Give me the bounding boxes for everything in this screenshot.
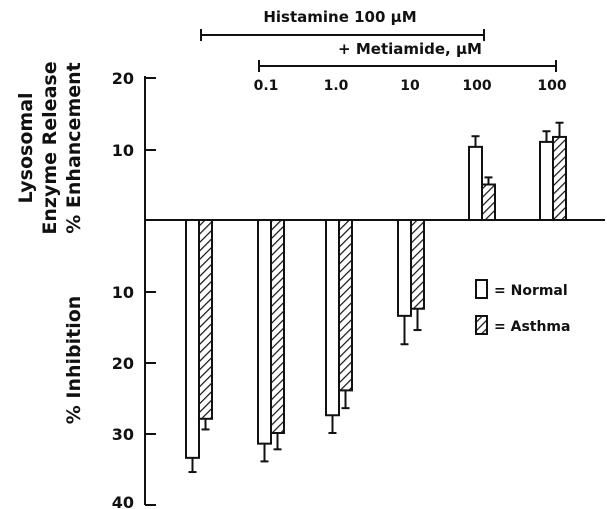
bar-asthma	[552, 135, 567, 221]
y-tick-label: 20	[112, 69, 134, 88]
concentration-label: 100	[462, 78, 491, 94]
y-title-top-line1: Lysosomal	[15, 92, 37, 203]
metiamide-label: + Metiamide, μM	[338, 40, 482, 58]
histamine-label: Histamine 100 μM	[263, 8, 416, 26]
concentration-label: 100	[537, 78, 566, 94]
legend-swatch-asthma	[475, 315, 488, 335]
metiamide-concentration-labels: 0.1 1.0 10 100 100	[254, 78, 567, 94]
bar-normal	[397, 219, 412, 317]
y-tick-label: 10	[112, 141, 134, 160]
error-bar-normal	[400, 315, 409, 346]
bar-asthma	[338, 219, 353, 392]
bars	[185, 121, 567, 474]
bar-normal	[325, 219, 340, 417]
bar-normal	[539, 140, 554, 221]
error-bar-asthma	[413, 308, 422, 332]
error-bar-normal	[188, 457, 197, 474]
bar-normal	[257, 219, 272, 445]
error-bar-asthma	[555, 121, 564, 137]
bar-asthma	[270, 219, 285, 434]
y-title-bottom: % Inhibition	[63, 296, 85, 425]
legend-label-normal: = Normal	[494, 283, 568, 299]
y-tick-label: 30	[112, 425, 134, 444]
bar-asthma	[481, 183, 496, 221]
y-tick-label: 10	[112, 283, 134, 302]
metiamide-bracket: + Metiamide, μM	[258, 40, 557, 72]
bar-normal	[185, 219, 200, 459]
error-bar-normal	[328, 415, 337, 434]
y-title-top: Lysosomal Enzyme Release % Enhancement	[15, 61, 85, 234]
error-bar-normal	[260, 443, 269, 463]
legend-label-asthma: = Asthma	[494, 319, 570, 335]
y-ticks-enhancement: 20 10	[112, 69, 156, 160]
error-bar-asthma	[484, 176, 493, 185]
error-bar-normal	[471, 135, 480, 147]
bar-asthma	[410, 219, 425, 310]
y-tick-label: 20	[112, 354, 134, 373]
y-title-top-line3: % Enhancement	[63, 62, 85, 233]
legend: = Normal = Asthma	[475, 279, 570, 335]
concentration-label: 10	[400, 78, 420, 94]
error-bar-asthma	[341, 390, 350, 410]
bar-normal	[468, 145, 483, 221]
error-bar-normal	[542, 130, 551, 142]
bar-asthma	[198, 219, 213, 420]
histamine-bracket: Histamine 100 μM	[200, 8, 485, 41]
y-tick-label: 40	[112, 493, 134, 509]
concentration-label: 0.1	[254, 78, 279, 94]
legend-swatch-normal	[475, 279, 488, 299]
error-bar-asthma	[273, 433, 282, 451]
concentration-label: 1.0	[324, 78, 349, 94]
y-ticks-inhibition: 10 20 30 40	[112, 283, 156, 509]
error-bar-asthma	[201, 418, 210, 431]
y-title-top-line2: Enzyme Release	[39, 61, 61, 234]
